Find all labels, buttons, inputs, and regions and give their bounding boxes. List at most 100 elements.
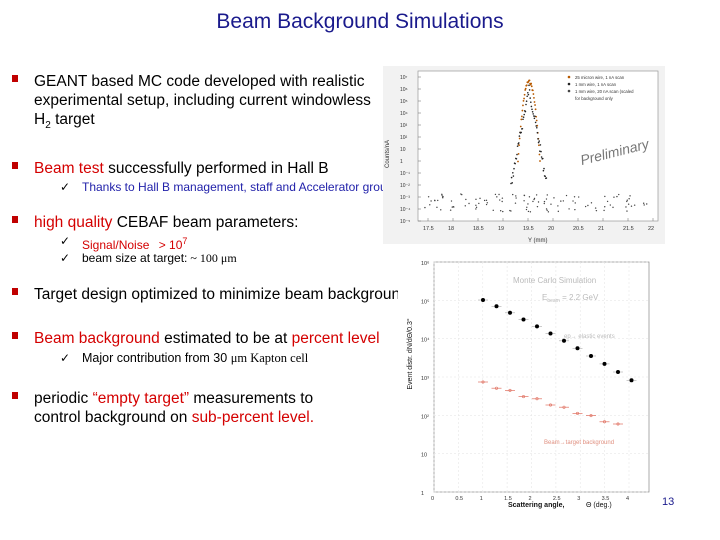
bullet-target-design: Target design optimized to minimize beam… [12, 285, 412, 304]
scan-point-25um [523, 97, 525, 100]
bullet-marker [12, 288, 18, 295]
scan-point-background [572, 200, 574, 202]
scan-point-background [526, 206, 528, 208]
scan-point-25um [520, 118, 523, 121]
simulation-plot-xunit: Θ (deg.) [586, 502, 612, 509]
sub-signal-noise-sup: 7 [182, 236, 188, 246]
scan-point-background [514, 202, 517, 204]
scan-legend-entry: 25 micron wire, 1 nA scan [575, 75, 625, 80]
simulation-plot-xlabel: Scattering angle, [508, 502, 564, 509]
scan-point-1mm [531, 108, 533, 111]
sim-ep-point [535, 324, 539, 329]
simulation-plot-svg: 10⁶ 10⁵ 10⁴ 10³ 10² 10 1 0 0.5 1 1.5 2 2.5 3 3.5 4 Mon… [406, 260, 650, 509]
scan-point-background [646, 203, 648, 205]
scan-point-1mm [537, 141, 540, 144]
bullet-geant: GEANT based MC code developed with reali… [12, 72, 392, 135]
scan-plot-ylabel: Counts/nA [385, 140, 391, 168]
scan-point-background [609, 204, 612, 206]
scan-point-25um [533, 96, 535, 99]
scan-point-background [427, 196, 430, 198]
scan-point-1mm [526, 95, 528, 98]
scan-point-1mm [528, 89, 531, 91]
scan-point-1mm [545, 177, 548, 179]
scan-plot-xlabel: Y (mm) [528, 238, 548, 244]
scan-point-background [535, 194, 538, 196]
sub-kapton-serif: μm Kapton cell [230, 351, 309, 365]
scan-point-25um [523, 93, 526, 96]
scan-point-background [468, 202, 470, 205]
scan-xtick-label: 19 [498, 226, 504, 232]
scan-point-background [464, 205, 466, 207]
scan-point-25um [522, 99, 525, 102]
scan-point-background [532, 200, 534, 203]
scan-point-background [501, 197, 504, 199]
check-icon: ✓ [60, 351, 71, 365]
scan-point-background [475, 204, 477, 207]
sub-beam-size-label: beam size at target: [82, 251, 188, 265]
scan-point-background [486, 202, 489, 204]
scan-point-1mm [524, 110, 527, 113]
sim-ytick-label: 10⁵ [421, 298, 429, 305]
scan-xtick-label: 18.5 [473, 226, 484, 232]
scan-point-background [612, 206, 614, 209]
scan-point-25um [538, 144, 540, 147]
check-icon: ✓ [60, 180, 71, 194]
sim-xtick-label: 3.5 [602, 496, 610, 502]
bullet-et-text2: measurements to [189, 390, 314, 407]
scan-point-background [449, 209, 452, 211]
sim-ep-point [508, 310, 512, 315]
scan-point-background [475, 208, 477, 210]
sim-ep-point [481, 298, 485, 302]
scan-point-background [603, 209, 605, 212]
sim-bg-point [508, 388, 512, 392]
scan-ytick-label: 10⁻² [400, 183, 410, 189]
scan-point-background [557, 210, 560, 213]
scan-point-background [626, 200, 628, 203]
sim-bg-point [576, 411, 580, 415]
bullet-et-text3: control background on [34, 409, 192, 426]
scan-legend-marker [567, 89, 571, 93]
scan-point-1mm [516, 145, 519, 147]
scan-point-background [533, 198, 535, 201]
scan-point-background [587, 204, 589, 207]
scan-point-25um [524, 87, 527, 90]
scan-point-1mm [532, 113, 534, 115]
scan-ytick-label: 10⁻⁵ [400, 219, 410, 225]
scan-point-background [633, 204, 636, 206]
scan-xtick-label: 18 [448, 226, 454, 232]
scan-point-background [627, 203, 630, 205]
scan-point-background [430, 200, 432, 202]
scan-point-1mm [513, 167, 515, 170]
scan-point-background [502, 210, 504, 213]
bullet-cebaf-text: CEBAF beam parameters: [112, 214, 299, 231]
scan-point-25um [528, 79, 531, 82]
bullet-beam-test-red: Beam test [34, 160, 104, 177]
scan-legend-marker [567, 75, 571, 79]
bullet-marker [12, 392, 18, 399]
scan-point-background [496, 196, 498, 198]
scan-xtick-label: 20.5 [573, 226, 584, 232]
sim-ytick-label: 10² [421, 414, 429, 420]
scan-point-background [550, 203, 552, 205]
bullet-et-red2: sub-percent level. [191, 409, 315, 426]
slide-title: Beam Background Simulations [216, 10, 504, 33]
mc-energy: Ebeam = 2.2 GeV [542, 293, 599, 304]
bullet-marker [12, 75, 18, 82]
bullet-cebaf: high quality CEBAF beam parameters: [12, 213, 392, 232]
sub-beam-size: ✓ beam size at target: ~ 100 μm [60, 250, 360, 266]
mc-energy-value: = 2.2 GeV [560, 293, 599, 302]
scan-point-background [485, 199, 488, 202]
scan-point-25um [535, 119, 538, 122]
scan-legend-entry: 1 mm wire, 20 nA scan (scaled [575, 89, 634, 94]
sim-xtick-label: 1 [480, 496, 483, 502]
scan-point-1mm [544, 175, 546, 178]
scan-ytick-label: 10⁷ [400, 75, 408, 81]
scan-point-1mm [529, 97, 531, 99]
scan-plot-svg: 10⁷ 10⁶ 10⁵ 10⁴ 10³ 10² 10 1 10⁻¹ 10⁻² 10⁻³ 10⁻⁴ 10⁻… [385, 70, 659, 244]
sim-ep-point [629, 378, 634, 383]
sim-ep-point [562, 338, 566, 343]
scan-point-background [492, 209, 494, 212]
scan-point-25um [517, 160, 519, 163]
scan-point-1mm [530, 105, 533, 108]
scan-point-1mm [527, 91, 529, 94]
